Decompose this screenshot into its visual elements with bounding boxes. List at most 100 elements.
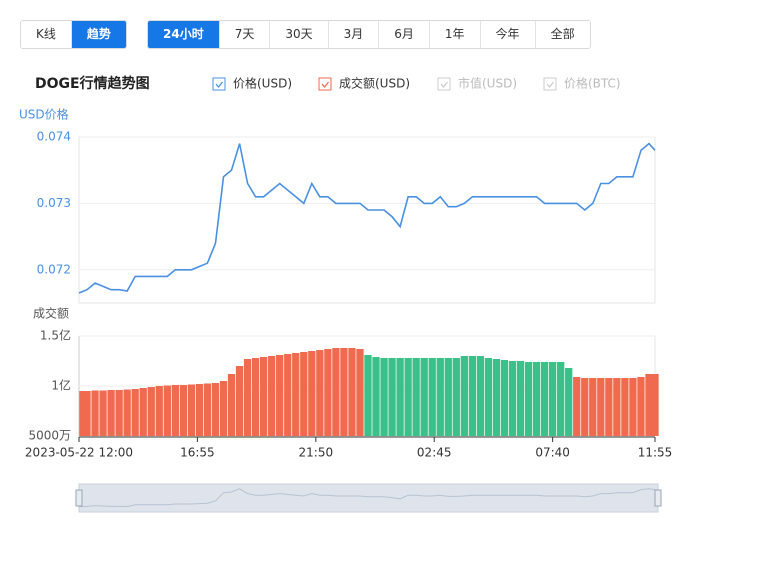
legend-checkbox[interactable] (318, 77, 332, 91)
tab[interactable]: K线 (21, 21, 72, 48)
volume-bar (557, 362, 565, 436)
volume-bar (372, 357, 380, 436)
x-tick-label: 2023-05-22 12:00 (25, 446, 133, 460)
y-tick-label: 0.073 (37, 196, 71, 210)
volume-bar (460, 356, 468, 436)
legend-check (321, 81, 330, 89)
x-tick-label: 07:40 (535, 446, 570, 460)
volume-bar (492, 359, 501, 436)
legend-checkbox[interactable] (543, 77, 557, 91)
volume-bar (500, 360, 509, 436)
y-tick-label: 0.074 (37, 130, 71, 144)
y2-tick-label: 1亿 (51, 378, 71, 393)
volume-bar (219, 381, 228, 436)
volume-bar (235, 366, 244, 436)
volume-bar (468, 356, 477, 436)
tab[interactable]: 趋势 (71, 21, 126, 48)
volume-bar (565, 368, 573, 436)
volume-bar (516, 361, 525, 436)
volume-bar (107, 390, 115, 436)
tab[interactable]: 3月 (328, 21, 380, 48)
volume-bar (316, 350, 324, 436)
volume-bar (476, 356, 485, 436)
tab[interactable]: 今年 (480, 21, 536, 48)
volume-bar (452, 358, 460, 436)
legend-label[interactable]: 价格(USD) (233, 76, 292, 91)
volume-bar (147, 387, 155, 436)
volume-bar (268, 356, 276, 436)
volume-bar (508, 361, 517, 436)
volume-bar (637, 377, 645, 436)
tab[interactable]: 30天 (270, 21, 329, 48)
volume-bar (651, 374, 659, 436)
volume-bar (332, 348, 340, 436)
volume-bar (428, 358, 436, 436)
price-line (78, 142, 656, 294)
volume-bar (163, 385, 171, 436)
navigator (78, 483, 659, 513)
legend-checkbox[interactable] (437, 77, 451, 91)
volume-bar (581, 378, 589, 436)
x-tick-label: 21:50 (299, 446, 334, 460)
volume-bar (203, 383, 212, 436)
volume-bar (589, 378, 597, 436)
volume-bar (187, 384, 196, 436)
volume-bar (155, 386, 163, 436)
volume-bar (436, 358, 444, 436)
x-tick-label: 11:55 (638, 446, 673, 460)
tab[interactable]: 24小时 (148, 21, 220, 48)
view-tabs: K线 趋势 (20, 20, 127, 49)
volume-bar (348, 348, 356, 436)
volume-bar (396, 358, 404, 436)
volume-bar (356, 349, 364, 436)
volume-bar (524, 362, 533, 436)
tab[interactable]: 6月 (379, 21, 430, 48)
volume-bar (171, 385, 179, 436)
volume-bar (211, 383, 220, 436)
legend-check (546, 81, 555, 89)
volume-bar (276, 355, 284, 436)
volume-bar (404, 358, 412, 436)
tab[interactable]: 7天 (219, 21, 271, 48)
navigator-handle[interactable] (654, 489, 662, 507)
x-tick-label: 16:55 (180, 446, 215, 460)
legend-label[interactable]: 价格(BTC) (564, 76, 621, 91)
volume-bar (540, 362, 549, 436)
volume-bar (195, 384, 204, 436)
volume-bar (259, 357, 268, 436)
legend-label[interactable]: 成交额(USD) (339, 76, 410, 91)
volume-bar (597, 378, 605, 436)
volume-bar (629, 378, 637, 436)
volume-bar (532, 362, 541, 436)
navigator-handle[interactable] (75, 489, 83, 507)
y-tick-label: 0.072 (37, 262, 71, 276)
legend-check (215, 81, 224, 89)
volume-bar (123, 389, 131, 436)
volume-bar (364, 355, 372, 436)
plot-frame (78, 136, 656, 304)
volume-bar (420, 358, 428, 436)
navigator-line (78, 488, 656, 508)
volume-bar (340, 348, 348, 436)
volume-bar (91, 390, 99, 436)
volume-bar (621, 378, 629, 436)
volume-bar (605, 378, 613, 436)
volume-bar (380, 358, 388, 436)
y2-axis-label: 成交额 (33, 306, 69, 321)
volume-bar (292, 353, 300, 436)
volume-bar (83, 391, 91, 436)
volume-bar (484, 358, 493, 436)
legend-label[interactable]: 市值(USD) (458, 76, 517, 91)
volume-bar (139, 388, 147, 436)
tab[interactable]: 1年 (429, 21, 481, 48)
volume-bar (131, 389, 139, 436)
legend-checkbox[interactable] (212, 77, 226, 91)
volume-bar (645, 374, 653, 436)
volume-bar (324, 349, 332, 436)
volume-bar (388, 358, 396, 436)
volume-bar (548, 362, 557, 436)
volume-bar (79, 391, 87, 436)
tab[interactable]: 全部 (535, 21, 590, 48)
volume-bar (284, 354, 292, 436)
